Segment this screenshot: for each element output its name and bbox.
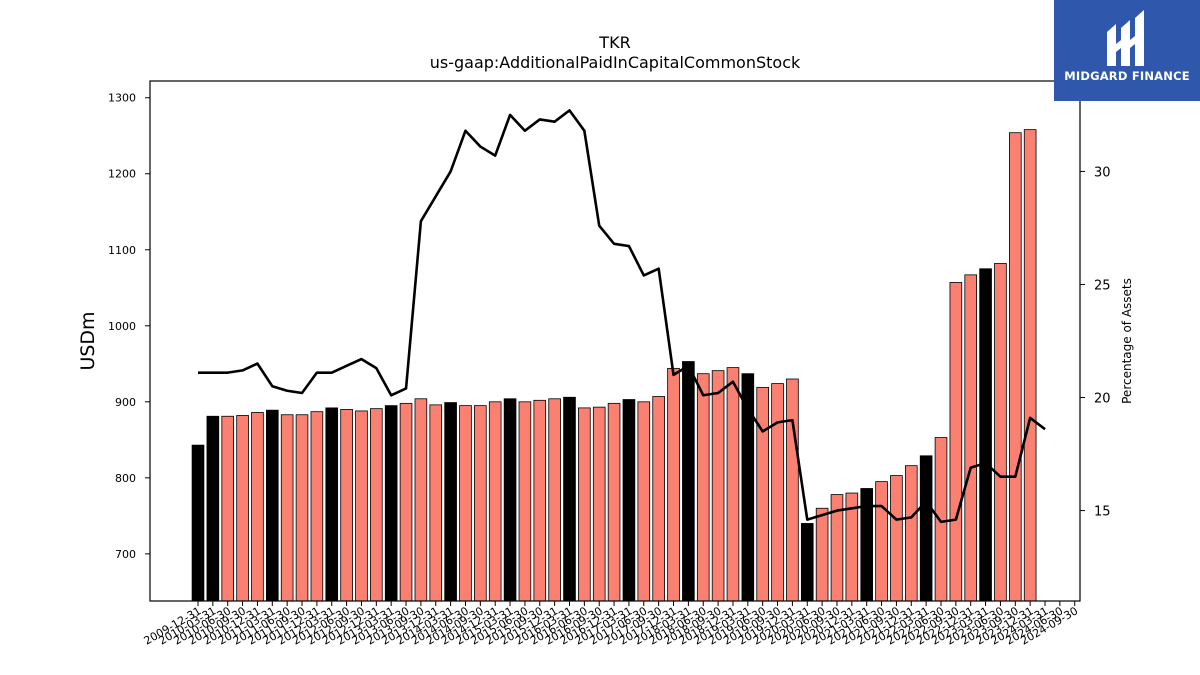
bar [488, 401, 502, 602]
bar [607, 402, 621, 602]
y-tick-label: 800 [115, 472, 136, 485]
bar [563, 396, 576, 602]
bar [726, 367, 740, 602]
bar [800, 523, 814, 602]
y2-tick-label: 15 [1094, 505, 1111, 520]
bar [949, 282, 963, 602]
bar [622, 399, 636, 602]
bar [637, 401, 651, 602]
y-tick-label: 900 [115, 396, 136, 409]
bar [1009, 132, 1022, 602]
bar [280, 414, 294, 602]
bar [979, 268, 992, 602]
midgard-logo-icon [1107, 10, 1144, 66]
bar [265, 409, 279, 602]
bar [459, 405, 472, 602]
logo-wordmark: MIDGARD FINANCE [1064, 69, 1190, 83]
bar [533, 399, 547, 602]
bar [206, 415, 220, 602]
bar [786, 378, 799, 602]
bar [340, 409, 353, 602]
x-axis: 2009-12-312010-03-312010-06-302010-09-30… [142, 601, 1080, 648]
y-axis-left: 700 800 900 1000 1100 1200 1300 [108, 92, 150, 561]
chart-subtitle: us-gaap:AdditionalPaidInCapitalCommonSto… [430, 53, 801, 72]
y2-tick-label: 30 [1094, 165, 1111, 180]
bar [771, 383, 784, 602]
bar [667, 367, 680, 602]
y-axis-label: USDm [77, 311, 99, 370]
bars-layer [191, 129, 1037, 602]
bar [696, 373, 710, 602]
y-tick-label: 700 [115, 548, 136, 561]
plot-frame [149, 80, 1081, 602]
bar [414, 398, 428, 602]
bar [994, 263, 1007, 602]
bar [399, 402, 413, 602]
y2-tick-label: 25 [1094, 278, 1111, 293]
bar [756, 386, 769, 602]
bar [325, 407, 339, 602]
series-line [198, 109, 1046, 524]
bar [875, 481, 888, 602]
y2-axis-label: Percentage of Assets [1120, 278, 1134, 404]
bar [652, 396, 665, 602]
bar [429, 404, 443, 602]
y-tick-label: 1100 [108, 244, 136, 257]
bar [919, 455, 933, 602]
bar [815, 507, 829, 602]
brand-logo: MIDGARD FINANCE [1054, 0, 1200, 101]
line-layer [198, 109, 1046, 524]
y-tick-label: 1000 [108, 320, 136, 333]
bar [682, 361, 695, 602]
bar [934, 437, 948, 602]
bar [711, 370, 725, 602]
bar [1023, 129, 1037, 602]
bar [295, 414, 309, 602]
bar [964, 274, 978, 602]
y2-tick-label: 20 [1094, 392, 1111, 407]
bar [503, 398, 517, 602]
y-tick-label: 1200 [108, 168, 136, 181]
bar [548, 398, 561, 602]
bar [310, 411, 324, 602]
y-axis-right: 15 20 25 30 [1080, 165, 1111, 520]
bar [578, 407, 591, 602]
bar [592, 406, 606, 602]
bar [191, 444, 205, 602]
bar [444, 402, 457, 602]
bar [355, 410, 368, 602]
bar [384, 405, 398, 602]
bar [890, 475, 903, 602]
chart-title: TKR [598, 33, 630, 52]
bar [904, 465, 918, 602]
y-tick-label: 1300 [108, 92, 136, 105]
bar [236, 415, 249, 602]
bar [251, 412, 264, 602]
bar [518, 401, 532, 602]
bar [474, 405, 487, 602]
bar [370, 408, 383, 602]
bar [221, 415, 235, 602]
